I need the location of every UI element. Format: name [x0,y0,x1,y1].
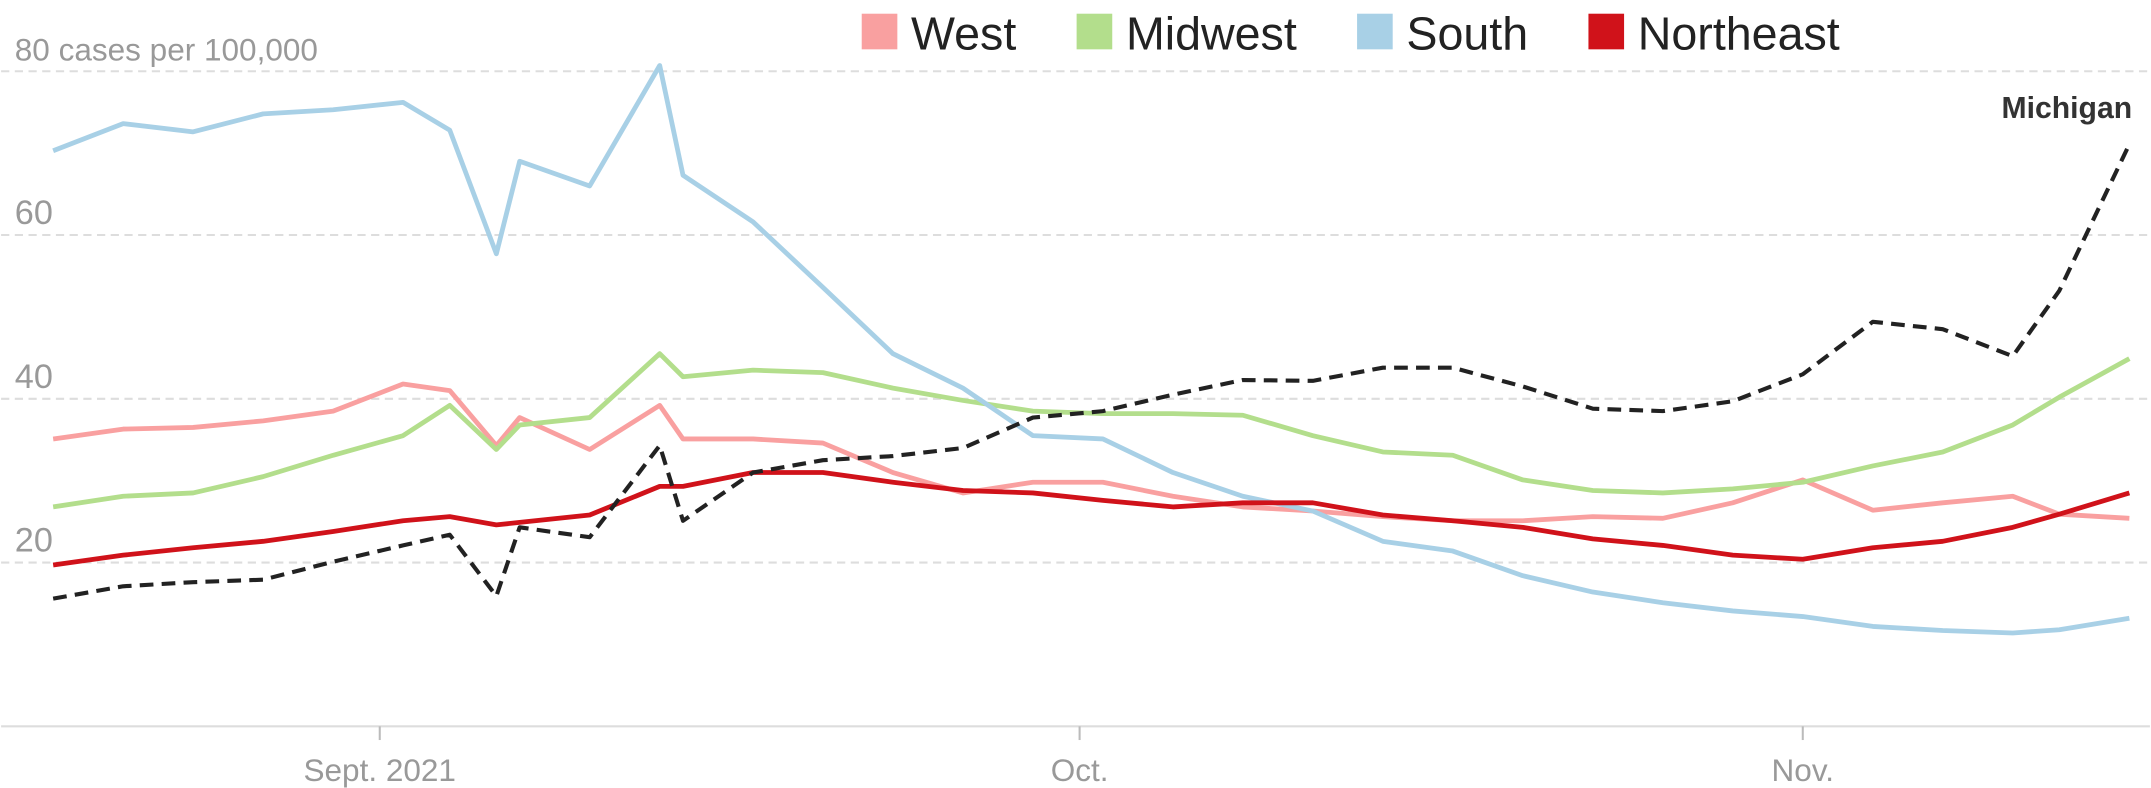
legend-label: West [911,7,1016,59]
series-label: Michigan [2002,92,2133,125]
legend-swatch [861,13,898,50]
y-tick-label: 80 cases per 100,000 [15,31,318,67]
legend-label: Midwest [1126,7,1297,59]
series-line [52,143,2132,601]
legend-swatch [1588,13,1625,50]
legend-swatch [1357,13,1393,50]
legend-swatch [1076,13,1113,50]
x-tick-label: Oct. [1051,752,1109,788]
y-tick-label: 60 [15,194,53,232]
legend-label: Northeast [1638,7,1840,59]
series-line [52,470,2131,568]
series-line [52,381,2130,524]
series-line [52,351,2131,510]
y-tick-label: 40 [15,358,53,396]
x-tick-label: Nov. [1772,752,1834,788]
legend-label: South [1406,7,1528,59]
y-tick-label: 20 [15,522,53,560]
x-tick-label: Sept. 2021 [304,752,456,788]
series-line [52,63,2130,636]
